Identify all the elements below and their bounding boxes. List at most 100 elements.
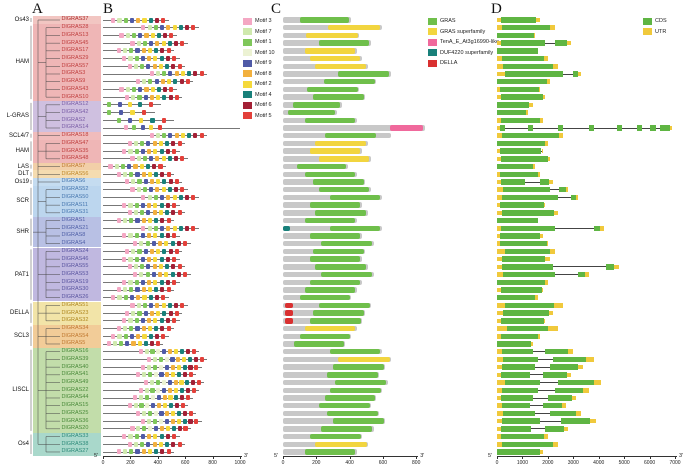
motif-box (160, 326, 165, 332)
gene-label: DlGRAS44 (61, 394, 89, 401)
cds-box (504, 379, 541, 386)
gene-structure-line (497, 382, 602, 383)
motif-box (177, 264, 182, 270)
motif-box (123, 333, 128, 339)
motif-box (153, 372, 158, 378)
gene-label: DlGRAS29 (61, 54, 89, 61)
motif-box (165, 264, 170, 270)
gene-label: DlGRAS21 (61, 224, 89, 231)
motif-box (117, 17, 122, 23)
gene-label: DlGRAS7 (61, 162, 86, 169)
motif-box (158, 140, 163, 146)
motif-box (116, 287, 121, 293)
utr-box (552, 442, 559, 447)
utr-box (497, 334, 501, 339)
domain-segment (321, 271, 373, 278)
gene-label: DlGRAS16 (61, 348, 89, 355)
motif-box (146, 441, 151, 447)
legend-label: UTR (655, 28, 667, 35)
motif-box (158, 272, 163, 278)
motif-box (155, 341, 160, 347)
motif-box (139, 241, 144, 247)
gene-label: DlGRAS33 (61, 432, 89, 439)
protein-backbone (103, 119, 175, 121)
cds-box (616, 125, 622, 131)
clade-label: SCR (16, 198, 29, 205)
motif-box (122, 171, 128, 177)
domain-segment (327, 410, 378, 417)
motif-box (154, 295, 160, 301)
protein-backbone (103, 443, 186, 445)
motif-box (134, 233, 139, 239)
cds-box (503, 63, 553, 70)
motif-box (193, 133, 198, 139)
motif-box (167, 79, 172, 85)
clade-label: DLT (18, 171, 29, 178)
motif-box (183, 272, 188, 278)
motif-box (125, 86, 130, 92)
cds-box (606, 264, 614, 270)
motif-box (164, 241, 169, 247)
gene-label: DlGRAS56 (61, 170, 89, 177)
motif-box (140, 148, 145, 154)
cds-box (501, 210, 555, 216)
motif-box (145, 403, 150, 409)
motif-box (177, 372, 182, 378)
motif-box (144, 380, 149, 386)
motif-box (191, 349, 196, 355)
cds-box (497, 279, 546, 286)
motif-box (129, 326, 134, 332)
cds-box (500, 395, 533, 401)
legend-swatch (243, 101, 252, 109)
gene-label: DlGRAS15 (61, 402, 89, 409)
utr-box (497, 156, 501, 162)
cds-box (497, 341, 532, 347)
motif-box (166, 287, 171, 293)
motif-box (119, 341, 124, 347)
motif-box (166, 48, 171, 54)
motif-box (140, 318, 145, 324)
motif-box (154, 79, 159, 85)
utr-box (544, 318, 546, 324)
utr-box (497, 403, 503, 408)
cds-box (502, 441, 553, 448)
motif-box (128, 233, 133, 239)
motif-box (133, 164, 138, 170)
motif-box (122, 233, 127, 239)
motif-box (128, 279, 133, 285)
gene-label: DlGRAS37 (61, 16, 89, 23)
motif-box (173, 79, 178, 85)
motif-box (153, 25, 158, 31)
motif-box (127, 63, 132, 69)
motif-box (180, 395, 185, 401)
motif-box (135, 79, 140, 85)
gene-label: DlGRAS28 (61, 24, 89, 31)
domain-segment (309, 433, 361, 440)
domain-segment (329, 348, 381, 355)
domain-segment (304, 287, 355, 293)
protein-backbone (103, 181, 183, 183)
domain-segment (321, 240, 373, 247)
motif-box (149, 302, 154, 308)
motif-box (140, 264, 145, 270)
domain-segment (318, 302, 370, 309)
motif-box (147, 434, 152, 440)
domain-segment (292, 102, 341, 108)
motif-box (137, 179, 142, 185)
motif-box (167, 302, 172, 308)
gene-label: DlGRAS32 (61, 317, 89, 324)
panel-b-label: B (103, 1, 114, 17)
five-prime-label: 5' (94, 452, 99, 459)
domain-backbone (283, 71, 391, 77)
utr-box (554, 210, 559, 216)
motif-box (167, 187, 172, 193)
utr-box (497, 264, 503, 270)
motif-box (122, 256, 127, 262)
motif-box (152, 210, 157, 216)
motif-box (168, 248, 173, 254)
axis-tick-label: 1000 (516, 459, 528, 466)
motif-box (147, 364, 152, 370)
gene-label: DlGRAS2 (61, 116, 86, 123)
motif-box (160, 287, 165, 293)
motif-box (108, 164, 113, 170)
